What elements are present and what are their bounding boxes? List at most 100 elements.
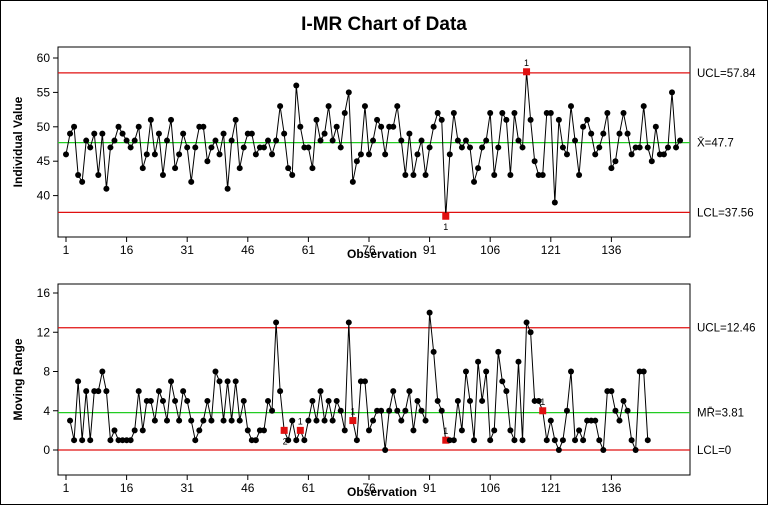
data-point (366, 151, 372, 158)
data-point (644, 144, 651, 151)
data-point (612, 407, 619, 414)
flagged-point (442, 212, 450, 220)
y-tick-label: 60 (37, 51, 51, 65)
data-point (321, 130, 328, 137)
x-tick-label: 136 (601, 481, 621, 495)
data-point (454, 137, 461, 144)
data-point (434, 110, 441, 117)
data-point (135, 123, 142, 130)
data-point (313, 417, 320, 424)
data-point (386, 407, 393, 414)
center-label: MR̄=3.81 (697, 407, 744, 420)
data-point (329, 137, 336, 144)
data-point (103, 388, 110, 395)
ucl-label: UCL=57.84 (697, 68, 756, 80)
x-tick-label: 136 (601, 243, 621, 257)
data-point (620, 110, 627, 117)
data-point (620, 397, 627, 404)
data-point (103, 185, 110, 192)
data-point (673, 144, 680, 151)
data-point (224, 378, 231, 385)
data-point (563, 407, 570, 414)
data-point (164, 137, 170, 144)
data-point (499, 110, 506, 117)
data-point (555, 447, 562, 453)
data-point (188, 417, 195, 424)
data-point (341, 427, 348, 434)
data-point (252, 437, 259, 444)
data-point (527, 329, 534, 336)
data-point (592, 151, 599, 158)
data-point (539, 171, 546, 178)
data-point (147, 116, 154, 123)
data-point (426, 309, 433, 316)
data-point (418, 137, 425, 144)
x-tick-label: 91 (423, 243, 437, 257)
data-point (67, 130, 74, 137)
data-point (535, 397, 542, 404)
flag-label: 2 (283, 436, 288, 446)
data-point (337, 407, 344, 414)
data-point (176, 151, 183, 158)
data-point (265, 397, 271, 404)
data-point (232, 116, 239, 123)
data-point (151, 417, 158, 424)
x-axis-title: Observation (347, 485, 417, 499)
data-point (305, 144, 312, 151)
data-point (644, 437, 651, 444)
data-point (240, 144, 247, 151)
data-point (95, 171, 102, 178)
data-point (79, 437, 86, 444)
data-point (188, 178, 195, 185)
data-point (418, 407, 425, 414)
data-point (143, 151, 150, 158)
data-point (135, 388, 142, 395)
data-point (568, 103, 574, 110)
data-point (208, 144, 215, 151)
data-point (454, 397, 461, 404)
data-point (172, 165, 179, 172)
data-point (378, 407, 385, 414)
flag-label: 1 (298, 416, 303, 426)
data-point (180, 130, 187, 137)
data-point (438, 407, 445, 414)
data-point (519, 144, 526, 151)
data-point (507, 427, 514, 434)
data-point (220, 417, 227, 424)
data-point (297, 123, 304, 130)
data-point (543, 437, 550, 444)
data-point (200, 417, 207, 424)
data-point (483, 368, 490, 375)
data-point (67, 417, 74, 424)
data-point (139, 165, 146, 172)
data-point (458, 144, 465, 151)
data-point (107, 437, 114, 444)
data-point (519, 437, 526, 444)
data-point (495, 144, 502, 151)
data-point (87, 437, 94, 444)
data-point (71, 123, 78, 130)
data-point (491, 171, 498, 178)
data-point (155, 388, 162, 395)
data-point (555, 116, 562, 123)
data-point (382, 151, 389, 158)
data-point (216, 378, 223, 385)
data-point (479, 397, 486, 404)
data-point (269, 151, 276, 158)
x-tick-label: 106 (480, 243, 500, 257)
data-point (281, 130, 288, 137)
flagged-point (280, 426, 288, 434)
data-point (648, 158, 655, 165)
data-point (333, 397, 340, 404)
data-point (475, 165, 482, 172)
data-point (523, 319, 530, 326)
data-point (341, 110, 348, 117)
data-point (398, 417, 405, 424)
plot-frame (57, 283, 691, 476)
flagged-point (349, 417, 357, 425)
data-point (382, 447, 389, 453)
data-point (374, 116, 381, 123)
data-point (495, 348, 502, 355)
data-point (503, 388, 510, 395)
